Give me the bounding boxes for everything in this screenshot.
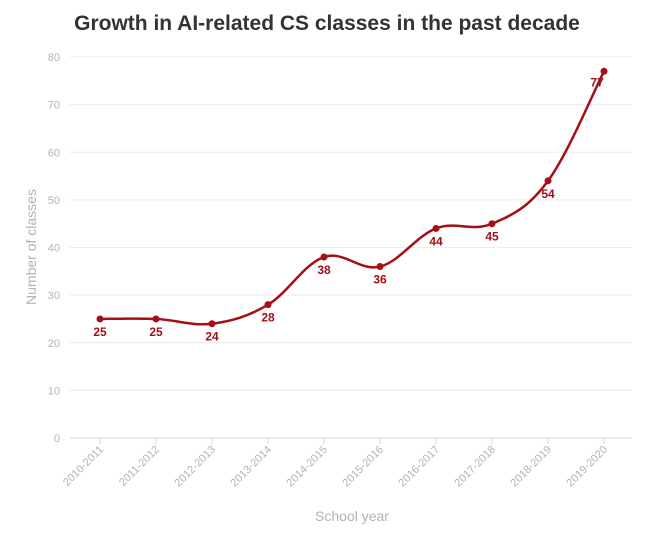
data-label: 38 (317, 263, 331, 277)
y-tick-label: 60 (48, 147, 60, 159)
data-labels: 25 25 24 28 38 36 44 45 54 77 (93, 75, 604, 343)
data-label: 54 (541, 187, 555, 201)
data-point (488, 220, 496, 228)
y-axis-ticks: 0 10 20 30 40 50 60 70 80 (48, 52, 60, 445)
x-tick-label: 2010-2011 (61, 444, 106, 489)
data-label: 36 (373, 273, 387, 287)
y-tick-label: 0 (54, 433, 60, 445)
data-points (96, 67, 608, 328)
y-tick-label: 80 (48, 52, 60, 64)
chart-title: Growth in AI-related CS classes in the p… (74, 12, 580, 35)
data-point (376, 263, 384, 271)
data-point (320, 253, 328, 261)
y-tick-label: 70 (48, 100, 60, 112)
data-point (96, 315, 104, 323)
data-label: 28 (261, 311, 275, 325)
data-label: 77 (590, 75, 604, 89)
x-axis-ticks: 2010-2011 2011-2012 2012-2013 2013-2014 2014… (61, 438, 610, 489)
data-point (208, 320, 216, 328)
gridlines (70, 56, 632, 391)
y-tick-label: 10 (48, 385, 60, 397)
data-point (432, 224, 440, 232)
x-tick-label: 2012-2013 (172, 444, 218, 490)
y-tick-label: 40 (48, 243, 60, 255)
data-label: 24 (205, 330, 219, 344)
y-tick-label: 30 (48, 290, 60, 302)
x-tick-label: 2014-2015 (284, 444, 330, 490)
series-line (98, 70, 606, 326)
data-point (152, 315, 160, 323)
x-tick-label: 2018-2019 (508, 444, 554, 490)
y-axis-label: Number of classes (23, 189, 39, 305)
x-tick-label: 2015-2016 (340, 444, 386, 490)
data-point (600, 67, 608, 75)
x-tick-label: 2013-2014 (228, 444, 274, 490)
x-tick-label: 2017-2018 (452, 444, 498, 490)
data-point (544, 177, 552, 185)
x-tick-label: 2019-2020 (564, 444, 610, 490)
x-tick-label: 2011-2012 (117, 444, 162, 489)
data-label: 44 (429, 234, 443, 248)
y-tick-label: 50 (48, 195, 60, 207)
x-axis-label: School year (315, 508, 389, 524)
data-label: 25 (149, 325, 163, 339)
data-point (264, 301, 272, 309)
data-label: 45 (485, 230, 499, 244)
data-label: 25 (93, 325, 107, 339)
x-tick-label: 2016-2017 (396, 444, 442, 490)
y-tick-label: 20 (48, 338, 60, 350)
